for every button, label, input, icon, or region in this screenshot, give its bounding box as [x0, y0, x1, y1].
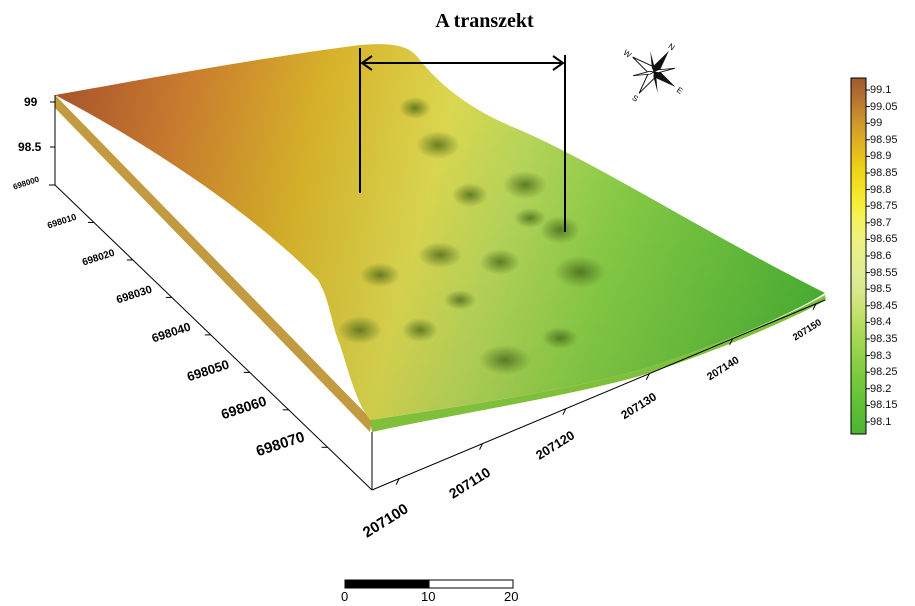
- legend-label: 99: [870, 117, 883, 130]
- legend-label: 99.1: [870, 84, 892, 96]
- z-tick-label: 98.5: [18, 140, 42, 154]
- legend-label: 98.1: [870, 416, 892, 428]
- color-legend-bar: [850, 77, 867, 435]
- axis-frame: [50, 95, 826, 491]
- legend-label: 98.65: [870, 233, 898, 246]
- legend-label: 98.15: [870, 399, 898, 412]
- legend-label: 98.25: [870, 366, 898, 379]
- legend-label: 98.9: [870, 150, 892, 163]
- terrain-depressions: [338, 97, 606, 375]
- x-tick: [479, 443, 483, 450]
- legend-label: 98.55: [870, 266, 898, 279]
- terrain-front-face: [370, 295, 826, 432]
- scale-bar: [344, 579, 514, 589]
- compass-letter-s: S: [630, 93, 640, 103]
- compass-letter-n: N: [666, 42, 676, 53]
- legend-label: 98.45: [870, 299, 898, 312]
- transect-bracket: [359, 48, 566, 232]
- scale-label: 0: [341, 589, 349, 604]
- x-tick: [812, 303, 817, 311]
- legend-label: 98.95: [870, 133, 898, 146]
- legend-label: 98.3: [870, 349, 892, 362]
- x-axis-ticks: [395, 303, 817, 485]
- y-axis-ticks: [49, 184, 328, 448]
- scale-label: 20: [504, 589, 519, 604]
- legend-ticks: [866, 89, 870, 423]
- legend-label: 98.5: [870, 283, 892, 296]
- legend-label: 98.6: [870, 250, 892, 262]
- x-tick: [645, 373, 650, 380]
- legend-label: 98.35: [870, 333, 898, 345]
- compass-rose-icon: N W E S: [622, 42, 685, 104]
- legend-label: 98.85: [870, 167, 898, 179]
- x-tick: [562, 408, 567, 415]
- x-tick: [395, 478, 400, 485]
- compass-letter-e: E: [675, 85, 685, 95]
- transect-title: A transzekt: [435, 10, 534, 32]
- x-tick: [729, 338, 734, 345]
- terrain-side-face: [55, 95, 372, 432]
- legend-label: 98.4: [870, 316, 892, 329]
- legend-label: 98.75: [870, 200, 898, 213]
- legend-label: 99.05: [870, 100, 898, 113]
- scale-label: 10: [421, 589, 436, 604]
- legend-label: 98.8: [870, 183, 892, 196]
- legend-label: 98.2: [870, 382, 892, 395]
- legend-label: 98.7: [870, 216, 892, 229]
- z-tick-label: 99: [24, 95, 38, 109]
- compass-letter-w: W: [622, 48, 634, 60]
